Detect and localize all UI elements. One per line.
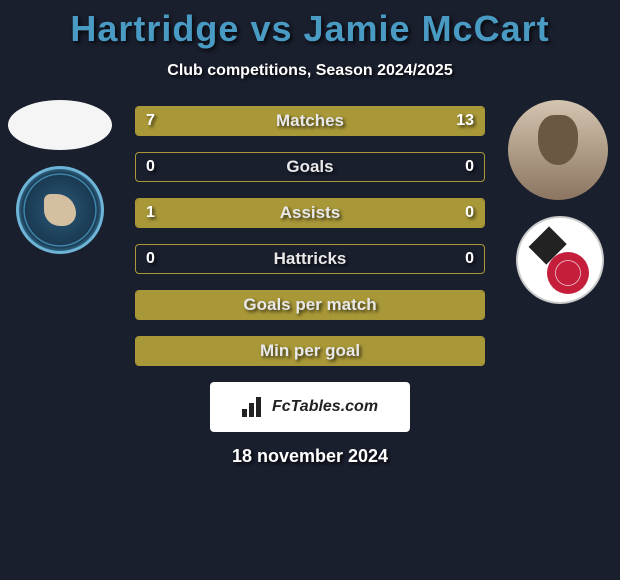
comparison-date: 18 november 2024	[0, 446, 620, 467]
club-badge-right	[516, 216, 604, 304]
player-avatar-right	[508, 100, 608, 200]
stat-label: Matches	[136, 107, 484, 135]
stat-row: 00Hattricks	[135, 244, 485, 274]
stat-label: Goals	[136, 153, 484, 181]
club-badge-left	[16, 166, 104, 254]
bar-chart-icon	[242, 397, 266, 417]
comparison-title: Hartridge vs Jamie McCart	[0, 0, 620, 50]
brand-text: FcTables.com	[272, 398, 378, 416]
stat-label: Goals per match	[136, 291, 484, 319]
comparison-subtitle: Club competitions, Season 2024/2025	[0, 62, 620, 80]
stat-label: Assists	[136, 199, 484, 227]
stat-row: 10Assists	[135, 198, 485, 228]
stat-row: 00Goals	[135, 152, 485, 182]
comparison-content: 713Matches 00Goals 10Assists 00Hattricks Goa…	[0, 100, 620, 467]
stat-row: Min per goal	[135, 336, 485, 366]
stat-label: Min per goal	[136, 337, 484, 365]
right-player-column	[508, 100, 612, 304]
stat-row: 713Matches	[135, 106, 485, 136]
brand-badge[interactable]: FcTables.com	[210, 382, 410, 432]
left-player-column	[8, 100, 112, 254]
player-avatar-left	[8, 100, 112, 150]
stat-row: Goals per match	[135, 290, 485, 320]
stat-bars-container: 713Matches 00Goals 10Assists 00Hattricks Goa…	[135, 100, 485, 366]
stat-label: Hattricks	[136, 245, 484, 273]
